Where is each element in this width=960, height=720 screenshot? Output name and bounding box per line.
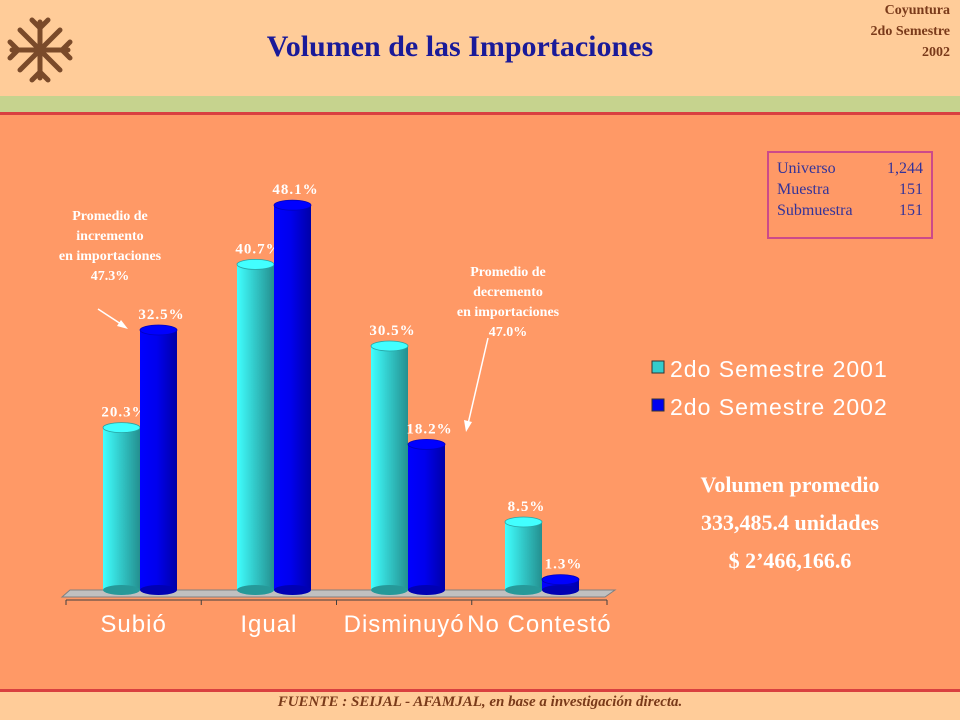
annotation-line: en importaciones — [58, 249, 162, 264]
volume-line: $ 2’466,166.6 — [728, 548, 852, 573]
annotation-line: Promedio de — [72, 209, 148, 224]
annotation-line: decremento — [473, 285, 543, 300]
bar — [408, 444, 445, 590]
sample-value: 151 — [899, 181, 923, 198]
period-label: Coyuntura 2do Semestre 2002 — [871, 0, 950, 63]
annotation-line: 47.0% — [488, 325, 528, 340]
bar — [505, 522, 542, 590]
corner-line: 2do Semestre — [870, 24, 950, 39]
bar-base — [103, 585, 140, 595]
divider-rule — [0, 689, 960, 692]
bar-top — [273, 199, 312, 211]
bar-top — [407, 438, 446, 450]
bar-base — [542, 585, 579, 595]
legend-label: 2do Semestre 2002 — [670, 394, 888, 420]
bar-base — [274, 585, 311, 595]
bar-top — [102, 422, 141, 434]
volume-line: Volumen promedio — [700, 472, 880, 497]
data-label: 40.7% — [235, 241, 281, 257]
sample-row: Universo 1,244 — [777, 158, 923, 179]
annotation-line: 47.3% — [90, 269, 130, 284]
legend-swatch — [651, 398, 665, 412]
bar — [274, 205, 311, 590]
divider-rule — [0, 112, 960, 115]
divider-band — [0, 96, 960, 112]
annotation-arrow — [467, 337, 489, 425]
volume-line: 333,485.4 unidades — [701, 510, 879, 535]
category-label: Subió — [100, 611, 166, 638]
sample-row: Submuestra 151 — [777, 200, 923, 221]
sample-box: Universo 1,244 Muestra 151 Submuestra 15… — [767, 151, 933, 239]
legend-label: 2do Semestre 2001 — [670, 356, 888, 382]
bar-top — [236, 258, 275, 270]
bar-base — [505, 585, 542, 595]
data-label: 32.5% — [138, 307, 184, 323]
category-label: No Contestó — [467, 611, 611, 638]
increase-annotation: Promedio de incremento en importaciones … — [30, 207, 190, 287]
legend-swatch — [651, 360, 665, 374]
bar-top — [370, 340, 409, 352]
sample-value: 1,244 — [887, 160, 923, 177]
data-label: 48.1% — [272, 182, 318, 198]
source-note: FUENTE : SEIJAL - AFAMJAL, en base a inv… — [277, 694, 683, 710]
volume-summary: Volumen promedio 333,485.4 unidades $ 2’… — [640, 466, 940, 580]
corner-line: 2002 — [922, 45, 950, 60]
seijal-logo-icon — [7, 17, 73, 83]
data-label: 1.3% — [545, 557, 583, 573]
bar-base — [408, 585, 445, 595]
annotation-arrowhead — [117, 320, 128, 329]
sample-label: Muestra — [777, 181, 830, 198]
annotation-line: Promedio de — [470, 265, 546, 280]
corner-line: Coyuntura — [884, 3, 950, 18]
sample-row: Muestra 151 — [777, 179, 923, 200]
sample-label: Submuestra — [777, 202, 853, 219]
bar-top — [139, 324, 178, 336]
data-label: 30.5% — [369, 323, 415, 339]
bar-top — [504, 516, 543, 528]
bar-base — [140, 585, 177, 595]
page-title: Volumen de las Importaciones — [266, 30, 654, 63]
sample-value: 151 — [899, 202, 923, 219]
bar-base — [237, 585, 274, 595]
annotation-line: incremento — [76, 229, 144, 244]
bar — [237, 264, 274, 590]
data-label: 18.2% — [406, 421, 452, 437]
bar — [103, 427, 140, 590]
annotation-arrowhead — [464, 420, 472, 432]
category-label: Disminuyó — [344, 611, 465, 638]
data-label: 8.5% — [508, 499, 546, 515]
bar — [371, 346, 408, 590]
decrease-annotation: Promedio de decremento en importaciones … — [428, 263, 588, 343]
bar-base — [371, 585, 408, 595]
bar — [140, 330, 177, 590]
category-label: Igual — [240, 611, 297, 638]
bar-top — [541, 574, 580, 585]
sample-label: Universo — [777, 160, 836, 177]
data-label: 20.3% — [101, 405, 147, 421]
annotation-line: en importaciones — [456, 305, 560, 320]
header: Volumen de las Importaciones Coyuntura 2… — [0, 0, 960, 96]
